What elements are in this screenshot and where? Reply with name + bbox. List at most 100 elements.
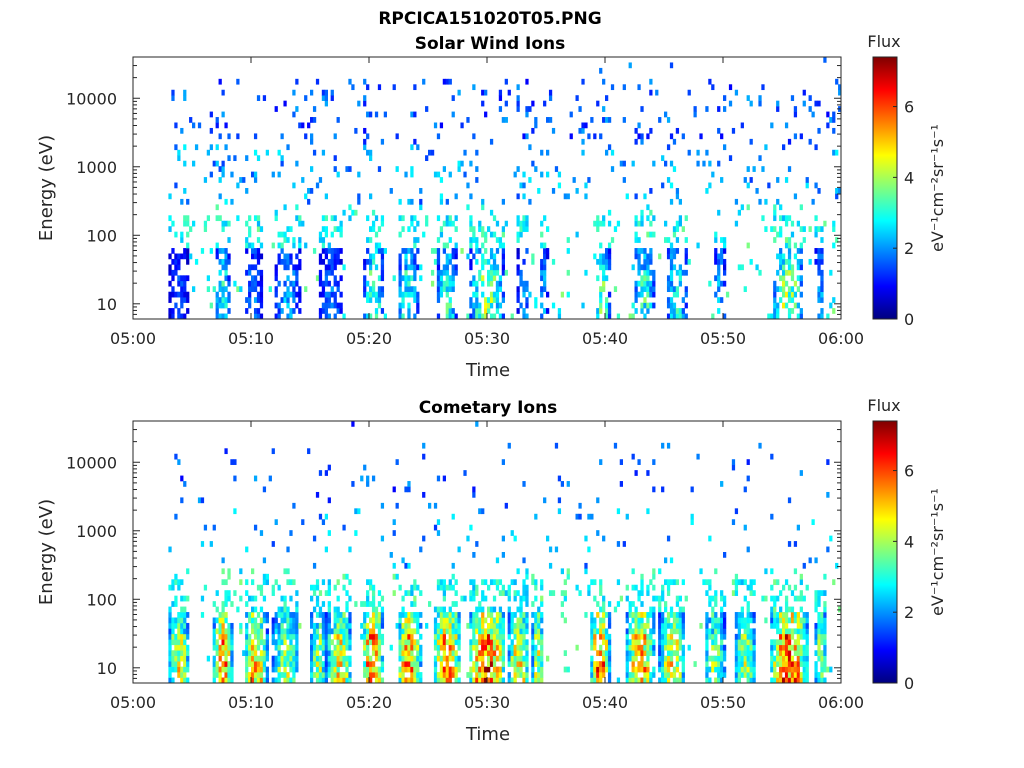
heatmap-cell xyxy=(640,617,644,624)
heatmap-cell xyxy=(823,655,827,662)
heatmap-cell xyxy=(398,584,402,591)
heatmap-cell xyxy=(177,264,181,271)
heatmap-cell xyxy=(557,475,562,482)
heatmap-cell xyxy=(814,639,818,646)
heatmap-cell xyxy=(504,220,508,227)
heatmap-cell xyxy=(168,633,172,640)
heatmap-cell xyxy=(723,650,727,657)
heatmap-cell xyxy=(295,590,299,596)
heatmap-cell xyxy=(723,264,727,271)
heatmap-cell xyxy=(180,497,184,504)
heatmap-cell xyxy=(634,138,638,145)
heatmap-cell xyxy=(516,269,520,276)
heatmap-cell xyxy=(519,622,523,629)
heatmap-cell xyxy=(495,248,500,254)
heatmap-cell xyxy=(637,280,641,287)
heatmap-cell xyxy=(436,291,441,298)
heatmap-cell xyxy=(360,475,364,482)
heatmap-cell xyxy=(283,617,287,624)
heatmap-cell xyxy=(339,633,343,640)
heatmap-cell xyxy=(245,269,249,276)
heatmap-cell xyxy=(463,595,467,602)
heatmap-cell xyxy=(277,302,281,309)
heatmap-cell xyxy=(498,677,503,684)
heatmap-cell xyxy=(605,628,609,635)
heatmap-cell xyxy=(826,546,830,553)
heatmap-cell xyxy=(616,601,621,607)
heatmap-cell xyxy=(318,622,323,629)
heatmap-cell xyxy=(445,275,449,282)
heatmap-cell xyxy=(451,562,455,569)
heatmap-cell xyxy=(183,313,187,320)
heatmap-cell xyxy=(752,579,756,586)
heatmap-cell xyxy=(439,617,444,624)
heatmap-cell xyxy=(259,617,264,624)
heatmap-cell xyxy=(619,160,623,167)
heatmap-cell xyxy=(519,280,523,287)
heatmap-cell xyxy=(451,628,455,635)
heatmap-cell xyxy=(528,177,532,183)
heatmap-cell xyxy=(212,644,216,651)
heatmap-cell xyxy=(274,106,278,112)
heatmap-cell xyxy=(339,639,343,646)
heatmap-cell xyxy=(578,106,582,112)
heatmap-cell xyxy=(251,579,255,586)
heatmap-cell xyxy=(737,655,741,662)
heatmap-cell xyxy=(661,672,665,678)
heatmap-cell xyxy=(649,220,653,227)
heatmap-cell xyxy=(327,248,331,254)
heatmap-cell xyxy=(451,95,455,101)
heatmap-cell xyxy=(168,291,172,298)
heatmap-cell xyxy=(442,264,446,271)
heatmap-cell xyxy=(787,253,792,260)
heatmap-cell xyxy=(743,650,747,657)
heatmap-cell xyxy=(404,677,408,684)
heatmap-cell xyxy=(374,644,379,651)
heatmap-cell xyxy=(534,612,538,618)
heatmap-cell xyxy=(333,661,337,667)
heatmap-cell xyxy=(787,264,792,271)
heatmap-cell xyxy=(404,253,408,260)
figure-filename: RPCICA151020T05.PNG xyxy=(378,9,601,29)
heatmap-cell xyxy=(221,280,225,287)
heatmap-cell xyxy=(758,442,762,449)
heatmap-cell xyxy=(835,193,839,200)
heatmap-cell xyxy=(805,177,809,183)
heatmap-cell xyxy=(318,644,323,651)
heatmap-cell xyxy=(489,313,494,320)
heatmap-cell xyxy=(820,286,824,293)
heatmap-cell xyxy=(669,275,674,282)
heatmap-cell xyxy=(534,617,538,624)
heatmap-cell xyxy=(820,308,824,314)
heatmap-cell xyxy=(534,166,538,172)
heatmap-cell xyxy=(413,226,417,232)
heatmap-cell xyxy=(669,639,674,646)
heatmap-cell xyxy=(740,644,744,651)
heatmap-cell xyxy=(206,149,210,156)
heatmap-cell xyxy=(224,650,228,657)
heatmap-cell xyxy=(782,258,786,265)
heatmap-cell xyxy=(245,155,249,162)
heatmap-cell xyxy=(321,280,326,287)
heatmap-cell xyxy=(773,204,777,211)
heatmap-cell xyxy=(681,628,685,635)
heatmap-cell xyxy=(419,198,423,205)
heatmap-cell xyxy=(221,297,225,303)
heatmap-cell xyxy=(551,302,556,309)
heatmap-cell xyxy=(318,661,323,667)
heatmap-cell xyxy=(519,220,523,227)
heatmap-cell xyxy=(410,612,414,618)
heatmap-cell xyxy=(684,286,688,293)
heatmap-cell xyxy=(416,248,420,254)
heatmap-cell xyxy=(218,133,222,140)
heatmap-cell xyxy=(661,655,665,662)
heatmap-cell xyxy=(369,666,373,673)
heatmap-cell xyxy=(209,302,213,309)
heatmap-cell xyxy=(428,502,432,509)
heatmap-cell xyxy=(321,644,326,651)
heatmap-cell xyxy=(360,622,364,629)
heatmap-cell xyxy=(501,552,505,558)
heatmap-cell xyxy=(248,655,252,662)
heatmap-cell xyxy=(790,628,795,635)
heatmap-cell xyxy=(192,286,196,293)
